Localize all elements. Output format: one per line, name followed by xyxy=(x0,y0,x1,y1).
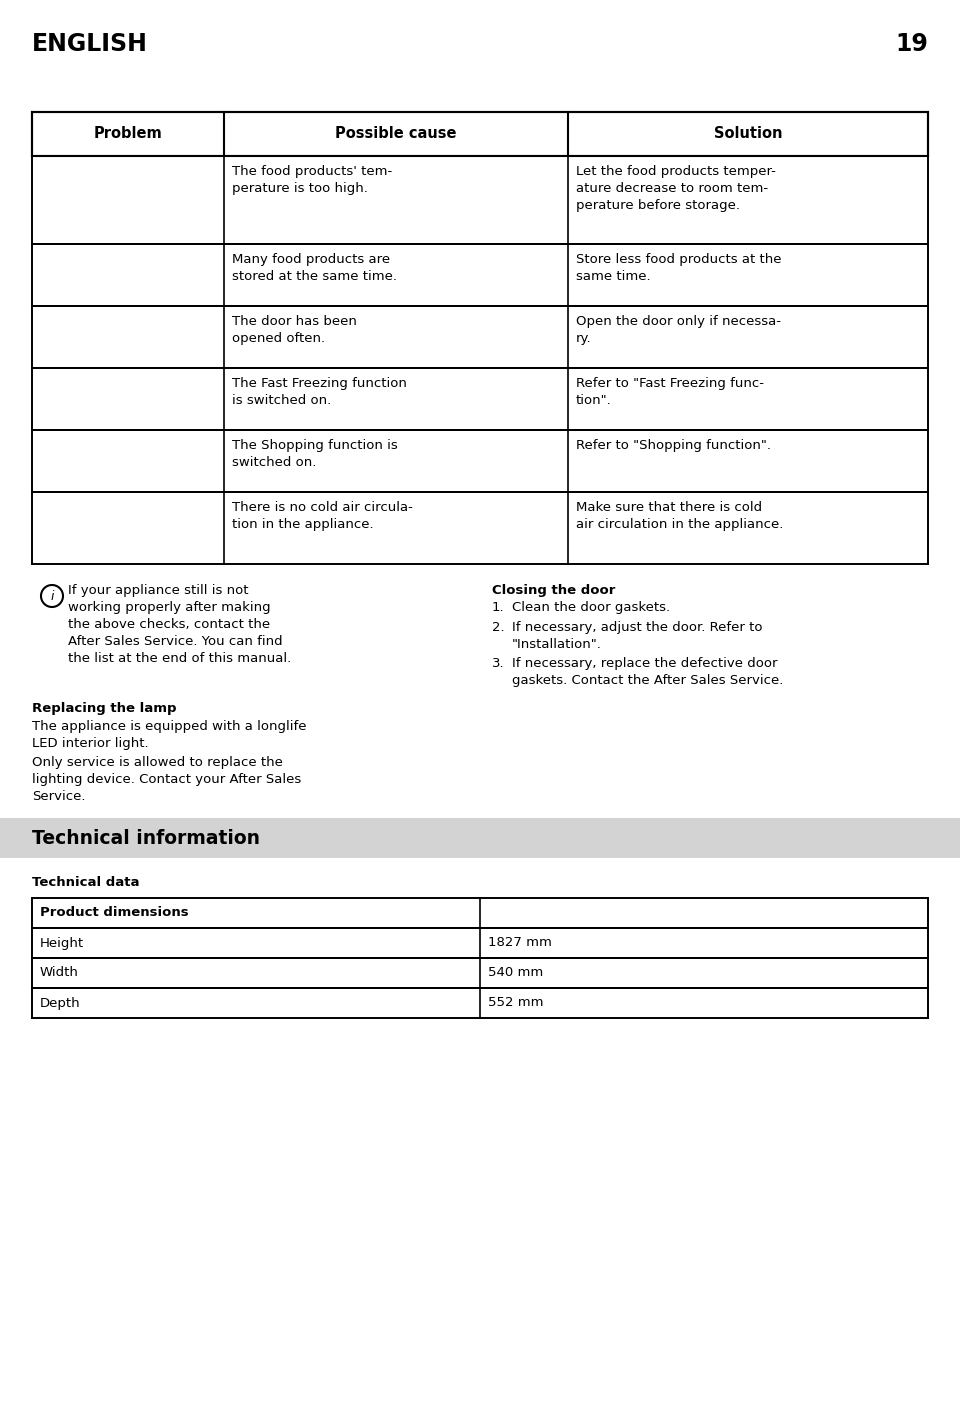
Text: The food products' tem-
perature is too high.: The food products' tem- perature is too … xyxy=(232,165,393,196)
Text: Problem: Problem xyxy=(94,127,162,142)
Text: Technical information: Technical information xyxy=(32,829,260,847)
Bar xyxy=(32,988,928,1019)
Text: Refer to "Shopping function".: Refer to "Shopping function". xyxy=(576,439,771,452)
Text: Make sure that there is cold
air circulation in the appliance.: Make sure that there is cold air circula… xyxy=(576,501,783,530)
Text: Solution: Solution xyxy=(713,127,782,142)
Text: Possible cause: Possible cause xyxy=(335,127,457,142)
Text: 3.: 3. xyxy=(492,657,505,670)
Text: ENGLISH: ENGLISH xyxy=(32,32,148,56)
Text: Refer to "Fast Freezing func-
tion".: Refer to "Fast Freezing func- tion". xyxy=(576,377,764,407)
Bar xyxy=(32,958,928,988)
Text: Technical data: Technical data xyxy=(32,877,139,889)
Text: Replacing the lamp: Replacing the lamp xyxy=(32,702,177,715)
Bar xyxy=(0,817,960,858)
Bar xyxy=(32,929,928,958)
Text: Let the food products temper-
ature decrease to room tem-
perature before storag: Let the food products temper- ature decr… xyxy=(576,165,776,212)
Text: If necessary, replace the defective door
gaskets. Contact the After Sales Servic: If necessary, replace the defective door… xyxy=(512,657,783,687)
Text: If your appliance still is not
working properly after making
the above checks, c: If your appliance still is not working p… xyxy=(68,584,291,666)
Bar xyxy=(32,369,928,431)
Text: 1.: 1. xyxy=(492,601,505,613)
Text: Depth: Depth xyxy=(40,996,81,1009)
Text: 2.: 2. xyxy=(492,620,505,635)
Text: Only service is allowed to replace the
lighting device. Contact your After Sales: Only service is allowed to replace the l… xyxy=(32,756,301,803)
Bar xyxy=(32,431,928,492)
Text: Height: Height xyxy=(40,937,84,950)
Bar xyxy=(32,156,928,243)
Text: If necessary, adjust the door. Refer to
"Installation".: If necessary, adjust the door. Refer to … xyxy=(512,620,762,651)
Bar xyxy=(32,305,928,369)
Text: The Shopping function is
switched on.: The Shopping function is switched on. xyxy=(232,439,397,469)
Text: Width: Width xyxy=(40,967,79,979)
Text: There is no cold air circula-
tion in the appliance.: There is no cold air circula- tion in th… xyxy=(232,501,413,530)
Text: i: i xyxy=(50,590,54,602)
Text: The door has been
opened often.: The door has been opened often. xyxy=(232,315,357,345)
Text: Clean the door gaskets.: Clean the door gaskets. xyxy=(512,601,670,613)
Bar xyxy=(32,898,928,929)
Text: The appliance is equipped with a longlife
LED interior light.: The appliance is equipped with a longlif… xyxy=(32,720,306,750)
Text: 552 mm: 552 mm xyxy=(488,996,543,1009)
Bar xyxy=(32,243,928,305)
Text: Open the door only if necessa-
ry.: Open the door only if necessa- ry. xyxy=(576,315,781,345)
Bar xyxy=(32,113,928,156)
Text: Store less food products at the
same time.: Store less food products at the same tim… xyxy=(576,253,781,283)
Bar xyxy=(32,492,928,564)
Text: 19: 19 xyxy=(895,32,928,56)
Text: Product dimensions: Product dimensions xyxy=(40,906,188,920)
Text: Closing the door: Closing the door xyxy=(492,584,615,597)
Text: 1827 mm: 1827 mm xyxy=(488,937,552,950)
Text: 540 mm: 540 mm xyxy=(488,967,543,979)
Text: Many food products are
stored at the same time.: Many food products are stored at the sam… xyxy=(232,253,397,283)
Text: The Fast Freezing function
is switched on.: The Fast Freezing function is switched o… xyxy=(232,377,407,407)
